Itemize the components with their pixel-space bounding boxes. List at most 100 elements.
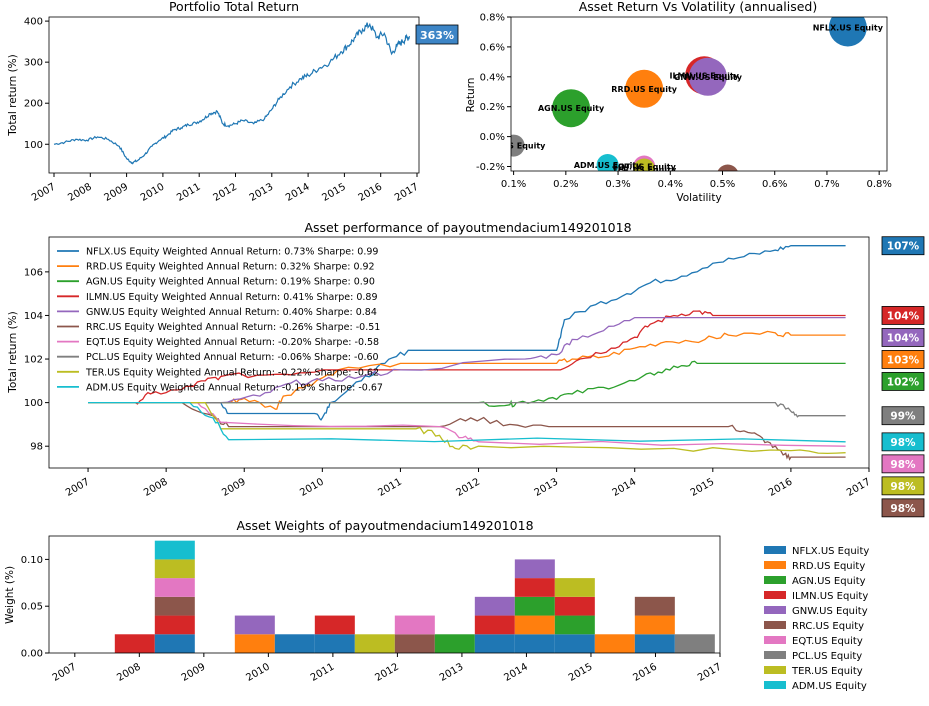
- weight-bar-gnw: [474, 596, 515, 616]
- weight-bar-eqt: [394, 615, 435, 635]
- weights-legend-swatch: [764, 561, 786, 569]
- weight-bar-agn: [434, 634, 475, 653]
- perf-end-label: 107%: [887, 241, 920, 253]
- weights-legend-entry: AGN.US Equity: [792, 576, 866, 587]
- scatter-point-nflx: [828, 17, 867, 47]
- weights-xtick-label: 2008: [115, 662, 143, 684]
- perf-legend-entry: AGN.US Equity Weighted Annual Return: 0.…: [86, 277, 375, 288]
- perf-xtick-label: 2014: [611, 477, 639, 499]
- weights-xtick-label: 2013: [438, 662, 466, 684]
- total-xtick-label: 2014: [284, 182, 312, 204]
- weights-legend-entry: RRD.US Equity: [792, 561, 865, 572]
- weights-legend-swatch: [764, 621, 786, 629]
- perf-ytick-label: 98: [30, 442, 43, 453]
- weight-bar-nflx: [474, 634, 515, 653]
- scatter-points: NFLX.US Equity RRD.US Equity AGN.US Equity…: [511, 17, 884, 172]
- weight-bar-eqt: [154, 578, 195, 597]
- scatter-point-label: GNW.US Equity: [674, 73, 743, 82]
- weights-legend-entry: TER.US Equity: [791, 666, 863, 677]
- scatter-point-ter: [633, 158, 656, 171]
- weights-legend-entry: NFLX.US Equity: [792, 546, 869, 557]
- weight-bar-ter: [554, 578, 595, 597]
- perf-legend-entry: RRD.US Equity Weighted Annual Return: 0.…: [86, 262, 375, 273]
- weight-bar-ter: [354, 634, 395, 653]
- perf-line-rrc: [88, 401, 846, 461]
- total-ytick-label: 400: [24, 17, 43, 28]
- perf-end-label: 98%: [890, 459, 916, 471]
- total-xtick-label: 2017: [393, 182, 421, 204]
- weight-bar-agn: [514, 596, 555, 616]
- performance-title: Asset performance of payoutmendacium1492…: [304, 220, 631, 235]
- weight-bar-ilmn: [554, 596, 595, 616]
- perf-ytick-label: 100: [24, 398, 43, 409]
- perf-xtick-label: 2008: [142, 477, 170, 499]
- scatter-xtick-label: 0.7%: [814, 179, 839, 190]
- scatter-point-label: EQT.US Equity: [613, 163, 677, 172]
- weights-xtick-label: 2017: [696, 662, 724, 684]
- scatter-frame: [510, 16, 888, 172]
- perf-ytick-label: 104: [24, 311, 43, 322]
- scatter-ytick-label: 0.8%: [480, 13, 505, 24]
- weight-bar-rrd: [634, 615, 675, 635]
- total-return-ticks: 2007 2008 2009 2010 2011 2012 2013 2014 2015 2016…: [24, 17, 421, 204]
- weights-legend-entry: EQT.US Equity: [792, 636, 863, 647]
- scatter-xtick-label: 0.5%: [710, 179, 735, 190]
- weights-xtick-label: 2015: [567, 662, 595, 684]
- weight-bar-nflx: [554, 634, 595, 653]
- perf-xtick-label: 2015: [689, 477, 717, 499]
- perf-ytick-label: 106: [24, 267, 43, 278]
- weight-bar-nflx: [514, 634, 555, 653]
- perf-line-nflx: [88, 245, 846, 421]
- perf-line-eqt: [88, 401, 846, 447]
- weight-bar-nflx: [314, 634, 355, 653]
- perf-end-label: 98%: [890, 481, 916, 493]
- perf-end-label: 102%: [887, 376, 920, 388]
- weight-bar-nflx: [154, 634, 195, 653]
- total-xtick-label: 2012: [211, 182, 239, 204]
- perf-end-label: 104%: [887, 310, 920, 322]
- scatter-ytick-label: -0.2%: [476, 162, 505, 173]
- weight-bar-gnw: [514, 559, 555, 579]
- scatter-xtick-label: 0.2%: [553, 179, 578, 190]
- perf-end-badge-rrc: [881, 498, 925, 518]
- scatter-point-pcl: [511, 134, 525, 157]
- perf-legend-entry: ADM.US Equity Weighted Annual Return: -0…: [86, 382, 383, 393]
- weight-bar-ilmn: [474, 615, 515, 635]
- perf-xtick-label: 2013: [533, 477, 561, 499]
- weights-xtick-label: 2009: [180, 662, 208, 684]
- weight-bar-ter: [154, 559, 195, 579]
- scatter-point-label: ILMN.US Equity: [669, 71, 739, 80]
- perf-end-badge-eqt: [881, 454, 925, 474]
- total-return-end-badge: 363%: [415, 24, 459, 45]
- perf-xtick-label: 2017: [845, 477, 873, 499]
- scatter-ytick-label: 0.6%: [480, 42, 505, 53]
- perf-ytick-label: 102: [24, 355, 43, 366]
- weights-ytick-label: 0.00: [21, 649, 43, 660]
- total-xtick-label: 2011: [175, 182, 203, 204]
- weight-bar-rrc: [154, 596, 195, 616]
- scatter-point-gnw: [688, 57, 727, 96]
- total-ytick-label: 100: [24, 140, 43, 151]
- scatter-xtick-label: 0.1%: [501, 179, 526, 190]
- scatter-xtick-label: 0.3%: [605, 179, 630, 190]
- scatter-point-agn: [552, 89, 591, 128]
- perf-line-rrd: [88, 330, 846, 410]
- weight-bar-rrc: [634, 596, 675, 616]
- total-xtick-label: 2010: [139, 182, 167, 204]
- perf-end-label: 99%: [890, 411, 916, 423]
- weights-legend-swatch: [764, 576, 786, 584]
- perf-end-badge-pcl: [881, 406, 925, 426]
- weight-bar-ilmn: [314, 615, 355, 635]
- weights-legend-entry: ADM.US Equity: [792, 681, 867, 692]
- weight-bar-agn: [554, 615, 595, 635]
- weights-ytick-label: 0.05: [21, 602, 43, 613]
- total-return-ylabel: Total return (%): [7, 54, 19, 136]
- scatter-ytick-label: 0.4%: [480, 72, 505, 83]
- perf-legend-entry: TER.US Equity Weighted Annual Return: -0…: [85, 367, 379, 378]
- scatter-title: Asset Return Vs Volatility (annualised): [579, 0, 818, 14]
- perf-end-label: 104%: [887, 332, 920, 344]
- perf-end-badge-nflx: [881, 236, 925, 256]
- weights-legend-swatch: [764, 546, 786, 554]
- total-ytick-label: 300: [24, 58, 43, 69]
